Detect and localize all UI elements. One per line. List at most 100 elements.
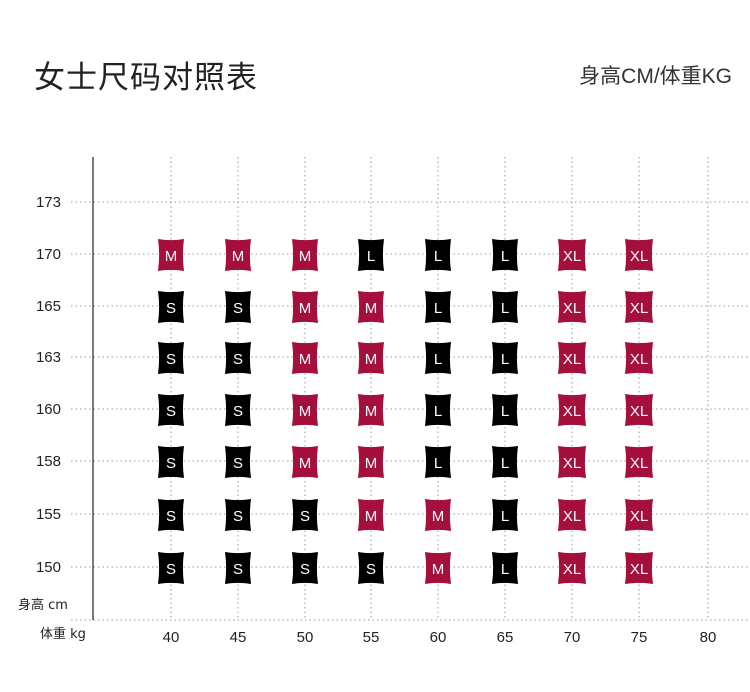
size-badge-shape (225, 552, 251, 584)
size-badge-label: S (166, 455, 176, 472)
size-badge: L (492, 239, 518, 271)
y-tick-label: 163 (36, 349, 61, 366)
size-badge: M (292, 342, 318, 374)
size-badge: L (492, 394, 518, 426)
size-badge-shape (425, 552, 451, 584)
size-badge: XL (558, 239, 586, 271)
size-badge-label: S (166, 300, 176, 317)
size-badge: S (225, 342, 251, 374)
size-badge-label: S (233, 300, 243, 317)
size-badge-shape (292, 342, 318, 374)
size-badge-shape (425, 394, 451, 426)
size-badge-label: XL (630, 403, 648, 420)
size-badge-shape (625, 552, 653, 584)
x-tick-label: 45 (230, 629, 247, 646)
size-badge-shape (225, 394, 251, 426)
size-badge: S (225, 291, 251, 323)
size-badge-shape (292, 394, 318, 426)
size-badge: XL (558, 394, 586, 426)
y-tick-label: 170 (36, 246, 61, 263)
size-badge-shape (358, 291, 384, 323)
size-badge-label: M (299, 351, 312, 368)
size-badge-label: XL (630, 351, 648, 368)
size-badge-label: XL (630, 508, 648, 525)
size-badge: XL (625, 552, 653, 584)
size-badge-shape (558, 446, 586, 478)
size-badge-shape (625, 291, 653, 323)
size-badge-label: L (434, 300, 442, 317)
size-badge: L (492, 499, 518, 531)
size-badge-label: L (501, 403, 509, 420)
size-badge-label: S (233, 455, 243, 472)
y-tick-label: 160 (36, 401, 61, 418)
y-tick-label: 158 (36, 453, 61, 470)
size-badge-shape (492, 394, 518, 426)
size-badge-label: L (501, 300, 509, 317)
size-badge-label: L (367, 248, 375, 265)
x-tick-label: 55 (363, 629, 380, 646)
size-badge-label: XL (563, 561, 581, 578)
size-badge: S (225, 552, 251, 584)
size-badge: M (358, 499, 384, 531)
size-badge: L (425, 239, 451, 271)
size-badge: S (158, 342, 184, 374)
size-badge-shape (358, 446, 384, 478)
size-badge-label: S (166, 351, 176, 368)
size-badge-shape (625, 342, 653, 374)
x-tick-label: 65 (497, 629, 514, 646)
size-badge: L (425, 394, 451, 426)
size-badge: L (492, 342, 518, 374)
size-badge-shape (558, 342, 586, 374)
size-badge-label: M (365, 455, 378, 472)
size-badge-shape (425, 291, 451, 323)
size-badge: M (292, 446, 318, 478)
size-badge-label: L (501, 455, 509, 472)
size-badge-shape (358, 499, 384, 531)
size-badge-shape (625, 446, 653, 478)
size-badge: M (425, 499, 451, 531)
size-badge-shape (492, 239, 518, 271)
size-badge-shape (292, 499, 318, 531)
size-badge-shape (425, 446, 451, 478)
size-badge-shape (225, 446, 251, 478)
x-axis-label: 体重 kg (40, 626, 86, 642)
x-tick-label: 40 (163, 629, 180, 646)
size-badge-label: M (299, 455, 312, 472)
x-tick-label: 50 (297, 629, 314, 646)
size-badge: L (358, 239, 384, 271)
size-badge: M (425, 552, 451, 584)
size-badge-label: M (299, 403, 312, 420)
chart-subtitle: 身高CM/体重KG (579, 65, 732, 88)
size-badge-label: M (432, 561, 445, 578)
size-badge-shape (292, 291, 318, 323)
x-tick-label: 70 (564, 629, 581, 646)
size-badge: S (158, 291, 184, 323)
size-badge-shape (492, 342, 518, 374)
size-badge: XL (558, 291, 586, 323)
y-tick-label: 173 (36, 194, 61, 211)
size-badge-label: XL (563, 248, 581, 265)
size-badge: M (292, 394, 318, 426)
size-badge-label: XL (630, 561, 648, 578)
y-tick-label: 150 (36, 559, 61, 576)
size-badge-label: XL (563, 403, 581, 420)
size-badge-shape (225, 291, 251, 323)
size-badge: L (425, 342, 451, 374)
size-badge: L (492, 552, 518, 584)
size-badge-label: XL (563, 508, 581, 525)
size-badge-shape (158, 499, 184, 531)
size-badge-label: L (501, 561, 509, 578)
size-badge: S (292, 499, 318, 531)
size-badge-shape (492, 499, 518, 531)
size-badge-shape (225, 499, 251, 531)
size-badge-label: L (501, 508, 509, 525)
size-badge: XL (558, 342, 586, 374)
size-badge: S (158, 499, 184, 531)
size-badge: L (425, 291, 451, 323)
size-badge-label: L (501, 351, 509, 368)
size-badge-shape (158, 552, 184, 584)
chart-title: 女士尺码对照表 (34, 60, 258, 95)
size-badge-shape (425, 499, 451, 531)
size-badge-shape (625, 394, 653, 426)
size-badge-shape (425, 239, 451, 271)
